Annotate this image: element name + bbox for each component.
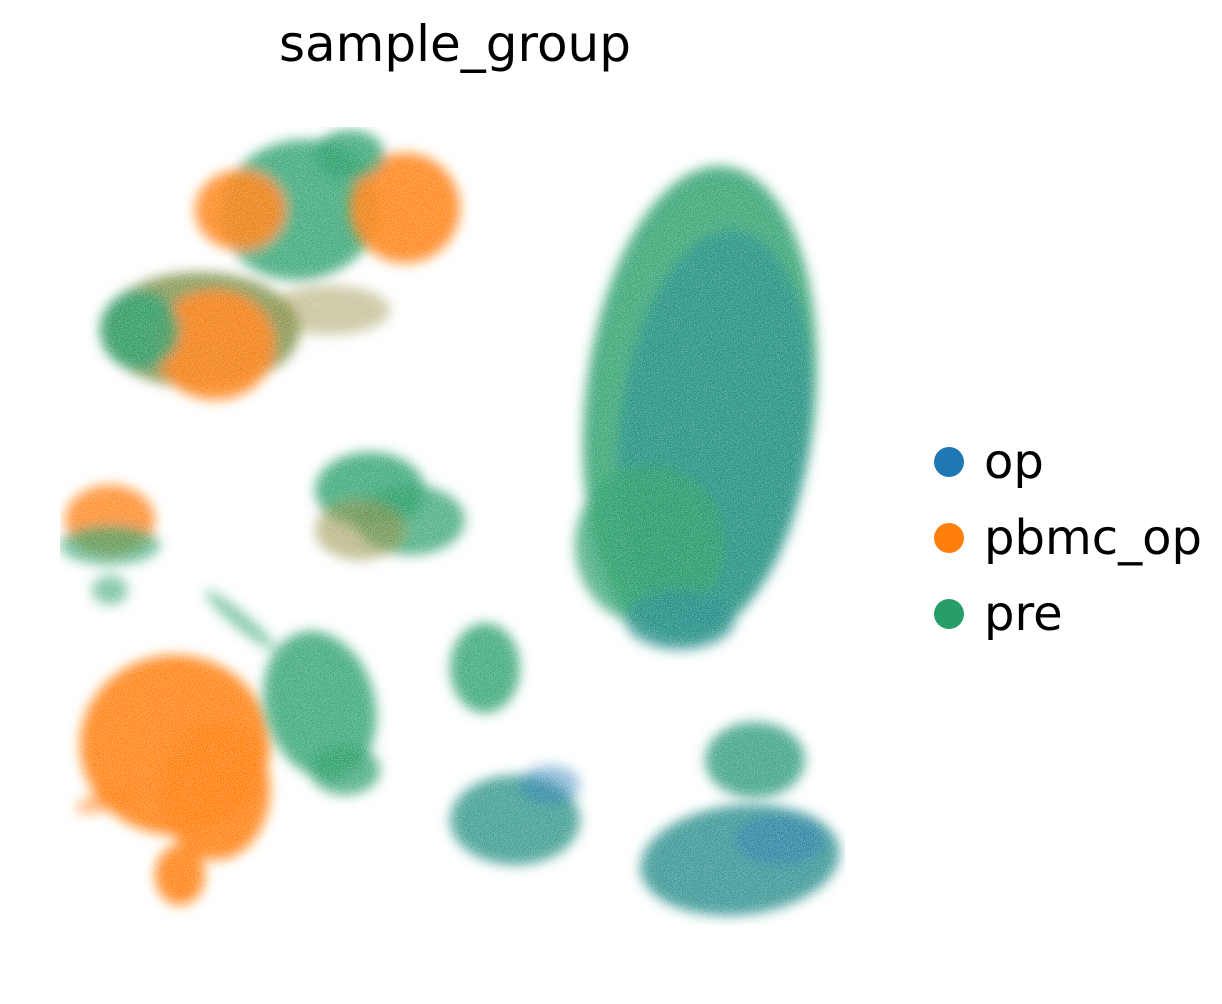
cluster-point-cloud [450, 623, 520, 713]
cluster-point-cloud [270, 285, 390, 335]
cluster-point-cloud [735, 815, 825, 865]
cluster-point-cloud [315, 130, 385, 180]
legend-label: pbmc_op [984, 510, 1202, 566]
cluster-point-cloud [520, 765, 580, 805]
cluster-point-cloud [60, 525, 160, 565]
cluster-point-cloud [195, 170, 285, 250]
cluster-point-cloud [155, 290, 275, 400]
cluster-point-cloud [315, 500, 405, 560]
cluster-large-right-cluster [575, 166, 818, 650]
cluster-point-cloud [263, 631, 377, 779]
legend-item: pbmc_op [934, 500, 1202, 576]
cluster-small-center-green [450, 623, 520, 713]
cluster-bottom-right-lower [640, 804, 840, 916]
cluster-point-cloud [76, 786, 144, 814]
cluster-point-cloud [640, 804, 840, 916]
umap-scatter-plot [60, 130, 840, 916]
cluster-point-cloud [625, 590, 735, 650]
cluster-point-cloud [100, 290, 180, 370]
chart-title: sample_group [278, 15, 631, 73]
legend-label: op [984, 434, 1044, 490]
cluster-bottom-left-green-arm [205, 590, 380, 795]
cluster-point-cloud [705, 722, 805, 798]
legend-item: pre [934, 576, 1202, 652]
cluster-bottom-left-orange [76, 655, 270, 905]
cluster-point-cloud [205, 590, 275, 650]
cluster-point-cloud [160, 720, 270, 860]
cluster-point-cloud [155, 845, 205, 905]
cluster-bottom-center-cluster [450, 765, 580, 865]
legend-item: op [934, 424, 1202, 500]
cluster-point-cloud [575, 465, 725, 625]
cluster-bottom-right-upper [705, 722, 805, 798]
cluster-center-green-blob [315, 452, 465, 560]
legend-marker-icon [934, 523, 964, 553]
cluster-point-cloud [350, 153, 460, 263]
cluster-upper-right-orange-lobe [315, 130, 460, 263]
cluster-left-small-mixed [60, 485, 160, 605]
legend-marker-icon [934, 447, 964, 477]
cluster-point-cloud [310, 745, 380, 795]
cluster-point-cloud [92, 575, 128, 605]
legend-marker-icon [934, 599, 964, 629]
legend-label: pre [984, 586, 1063, 642]
